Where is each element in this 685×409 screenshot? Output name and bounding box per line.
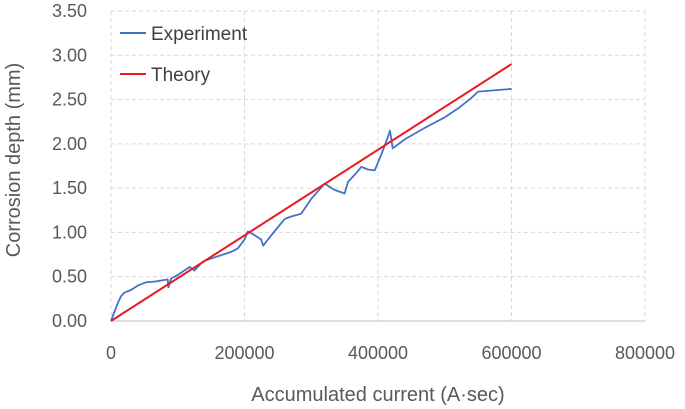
y-tick-label: 1.50 [52, 178, 87, 198]
y-axis-title: Corrosion depth (mm) [3, 63, 25, 258]
x-tick-label: 800000 [615, 343, 675, 363]
series-line-theory [110, 63, 513, 322]
legend-label-theory: Theory [151, 65, 211, 86]
y-tick-label: 3.00 [52, 45, 87, 65]
legend: Experiment Theory [120, 24, 248, 86]
y-tick-label: 2.50 [52, 90, 87, 110]
series-line-experiment [110, 88, 512, 322]
x-tick-label: 0 [106, 343, 116, 363]
series-lines [110, 63, 513, 322]
y-tick-label: 0.50 [52, 267, 87, 287]
x-tick-label: 200000 [214, 343, 274, 363]
axes [110, 11, 645, 322]
x-axis-ticks: 0 200000 400000 600000 800000 [106, 343, 675, 363]
y-tick-label: 0.00 [52, 311, 87, 331]
x-tick-label: 400000 [348, 343, 408, 363]
y-tick-label: 2.00 [52, 134, 87, 154]
x-tick-label: 600000 [481, 343, 541, 363]
y-axis-ticks: 0.00 0.50 1.00 1.50 2.00 2.50 3.00 3.50 [52, 1, 87, 331]
y-tick-label: 3.50 [52, 1, 87, 21]
legend-label-experiment: Experiment [151, 24, 248, 45]
y-tick-label: 1.00 [52, 222, 87, 242]
gridlines [111, 10, 646, 321]
x-axis-title: Accumulated current (A·sec) [251, 384, 504, 406]
